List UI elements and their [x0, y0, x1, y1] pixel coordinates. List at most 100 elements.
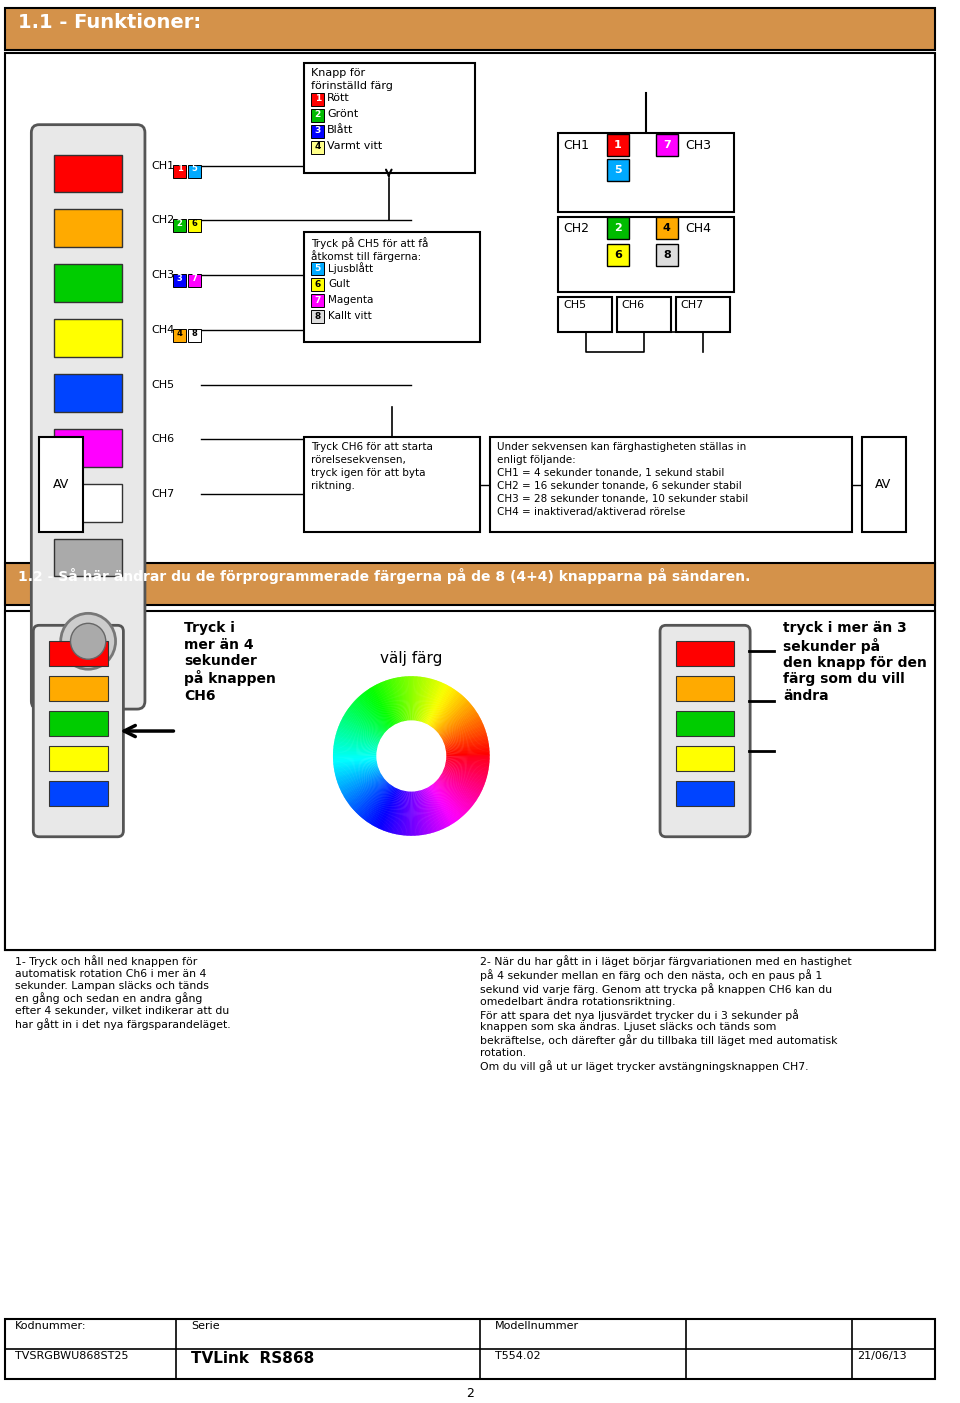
Wedge shape — [337, 728, 379, 745]
Wedge shape — [393, 678, 404, 723]
Wedge shape — [421, 679, 436, 723]
Bar — [188, 164, 201, 178]
Text: 1.2 - Så här ändrar du de förprogrammerade färgerna på de 8 (4+4) knapparna på s: 1.2 - Så här ändrar du de förprogrammera… — [17, 568, 750, 585]
Wedge shape — [335, 763, 378, 776]
Wedge shape — [377, 683, 397, 724]
Wedge shape — [337, 730, 379, 745]
Wedge shape — [444, 767, 486, 783]
Wedge shape — [343, 716, 382, 739]
Text: enligt följande:: enligt följande: — [497, 455, 576, 464]
Wedge shape — [339, 725, 380, 744]
Wedge shape — [441, 713, 478, 738]
Wedge shape — [439, 707, 474, 735]
Wedge shape — [351, 703, 386, 734]
Text: tryck i mer än 3
sekunder på
den knapp för den
färg som du vill
ändra: tryck i mer än 3 sekunder på den knapp f… — [783, 622, 927, 703]
Bar — [676, 711, 734, 737]
Wedge shape — [335, 763, 378, 774]
Bar — [558, 217, 734, 292]
Wedge shape — [414, 791, 419, 836]
Wedge shape — [430, 784, 457, 822]
Wedge shape — [412, 676, 414, 721]
Wedge shape — [336, 765, 378, 779]
Wedge shape — [333, 760, 377, 767]
Wedge shape — [335, 734, 378, 748]
Wedge shape — [412, 791, 415, 836]
Text: 2- När du har gått in i läget börjar färgvariationen med en hastighet
på 4 sekun: 2- När du har gått in i läget börjar fär… — [480, 955, 852, 1072]
Wedge shape — [333, 759, 377, 766]
Wedge shape — [445, 755, 490, 758]
Wedge shape — [383, 680, 399, 724]
Text: 3: 3 — [315, 126, 321, 135]
Wedge shape — [408, 676, 411, 721]
Bar — [188, 219, 201, 233]
Bar — [54, 264, 123, 302]
Wedge shape — [360, 783, 390, 818]
FancyBboxPatch shape — [32, 125, 145, 709]
Wedge shape — [444, 727, 485, 744]
Wedge shape — [444, 765, 487, 777]
Wedge shape — [445, 760, 489, 769]
Wedge shape — [375, 685, 396, 725]
Text: CH3: CH3 — [152, 271, 175, 281]
Wedge shape — [385, 788, 400, 832]
Wedge shape — [357, 781, 388, 815]
Wedge shape — [366, 690, 392, 728]
Wedge shape — [333, 751, 377, 755]
Wedge shape — [394, 790, 404, 835]
Wedge shape — [335, 765, 378, 777]
Bar — [862, 436, 906, 532]
Wedge shape — [397, 678, 406, 721]
Wedge shape — [350, 777, 385, 808]
Wedge shape — [337, 767, 379, 783]
Wedge shape — [440, 774, 477, 801]
Wedge shape — [445, 759, 490, 766]
Text: 7: 7 — [191, 274, 197, 283]
Bar — [54, 375, 123, 412]
Text: 5: 5 — [191, 164, 198, 173]
Text: 3: 3 — [177, 274, 182, 283]
Bar — [656, 244, 678, 267]
Wedge shape — [444, 763, 488, 774]
Wedge shape — [348, 776, 384, 804]
Wedge shape — [333, 748, 377, 753]
Wedge shape — [410, 791, 412, 836]
Wedge shape — [371, 687, 395, 727]
Wedge shape — [363, 692, 391, 728]
Wedge shape — [395, 678, 405, 723]
Wedge shape — [444, 762, 489, 773]
Wedge shape — [343, 716, 382, 739]
Wedge shape — [443, 723, 484, 742]
Wedge shape — [444, 763, 488, 776]
Circle shape — [60, 613, 115, 669]
Wedge shape — [429, 687, 453, 727]
Wedge shape — [379, 788, 398, 829]
Wedge shape — [445, 760, 490, 767]
Text: 2: 2 — [614, 223, 622, 233]
Text: CH1 = 4 sekunder tonande, 1 sekund stabil: CH1 = 4 sekunder tonande, 1 sekund stabi… — [497, 467, 725, 478]
Wedge shape — [444, 765, 488, 777]
Bar — [49, 781, 108, 805]
Bar — [311, 295, 324, 307]
Wedge shape — [430, 689, 455, 727]
Bar — [656, 217, 678, 240]
Wedge shape — [398, 678, 406, 721]
Wedge shape — [353, 779, 387, 811]
Wedge shape — [437, 702, 470, 734]
Wedge shape — [415, 790, 421, 835]
Bar — [49, 711, 108, 737]
Wedge shape — [414, 676, 420, 721]
Wedge shape — [421, 788, 436, 832]
Wedge shape — [362, 693, 390, 730]
Wedge shape — [367, 689, 393, 727]
Wedge shape — [444, 737, 488, 748]
Bar — [54, 539, 123, 577]
Wedge shape — [341, 720, 381, 741]
Text: CH3 = 28 sekunder tonande, 10 sekunder stabil: CH3 = 28 sekunder tonande, 10 sekunder s… — [497, 494, 749, 504]
Wedge shape — [439, 776, 476, 803]
Wedge shape — [422, 680, 438, 723]
Wedge shape — [440, 711, 478, 738]
Wedge shape — [386, 788, 401, 832]
Wedge shape — [432, 783, 461, 819]
Wedge shape — [409, 791, 411, 836]
Wedge shape — [358, 781, 389, 815]
